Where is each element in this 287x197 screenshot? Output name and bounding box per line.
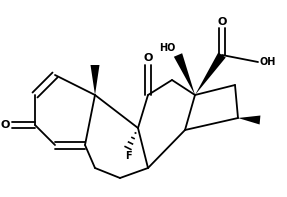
Text: O: O xyxy=(1,120,10,130)
Polygon shape xyxy=(195,52,226,95)
Text: O: O xyxy=(143,53,153,63)
Polygon shape xyxy=(238,115,260,125)
Text: F: F xyxy=(125,151,131,161)
Text: O: O xyxy=(217,17,227,27)
Polygon shape xyxy=(90,65,100,95)
Polygon shape xyxy=(174,53,195,95)
Text: HO: HO xyxy=(160,43,176,53)
Text: OH: OH xyxy=(260,57,276,67)
